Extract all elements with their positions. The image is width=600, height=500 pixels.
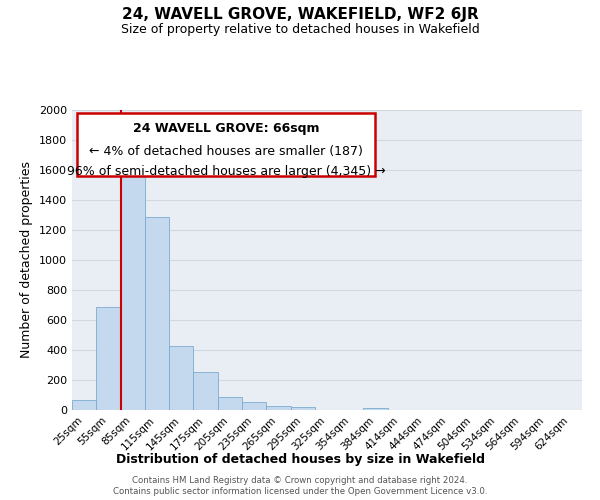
Bar — [242, 402, 266, 410]
Text: Size of property relative to detached houses in Wakefield: Size of property relative to detached ho… — [121, 22, 479, 36]
Bar — [145, 217, 169, 410]
Text: Contains public sector information licensed under the Open Government Licence v3: Contains public sector information licen… — [113, 488, 487, 496]
Bar — [193, 372, 218, 410]
Bar — [121, 165, 145, 410]
FancyBboxPatch shape — [77, 113, 376, 176]
Bar — [72, 400, 96, 410]
Text: 96% of semi-detached houses are larger (4,345) →: 96% of semi-detached houses are larger (… — [67, 166, 386, 178]
Y-axis label: Number of detached properties: Number of detached properties — [20, 162, 34, 358]
Bar — [290, 407, 315, 410]
Bar — [218, 397, 242, 410]
Bar — [169, 346, 193, 410]
Bar — [266, 406, 290, 410]
Text: Distribution of detached houses by size in Wakefield: Distribution of detached houses by size … — [115, 452, 485, 466]
Text: Contains HM Land Registry data © Crown copyright and database right 2024.: Contains HM Land Registry data © Crown c… — [132, 476, 468, 485]
Text: 24 WAVELL GROVE: 66sqm: 24 WAVELL GROVE: 66sqm — [133, 122, 320, 135]
Bar — [364, 408, 388, 410]
Bar — [96, 306, 121, 410]
Text: ← 4% of detached houses are smaller (187): ← 4% of detached houses are smaller (187… — [89, 144, 363, 158]
Text: 24, WAVELL GROVE, WAKEFIELD, WF2 6JR: 24, WAVELL GROVE, WAKEFIELD, WF2 6JR — [122, 8, 478, 22]
